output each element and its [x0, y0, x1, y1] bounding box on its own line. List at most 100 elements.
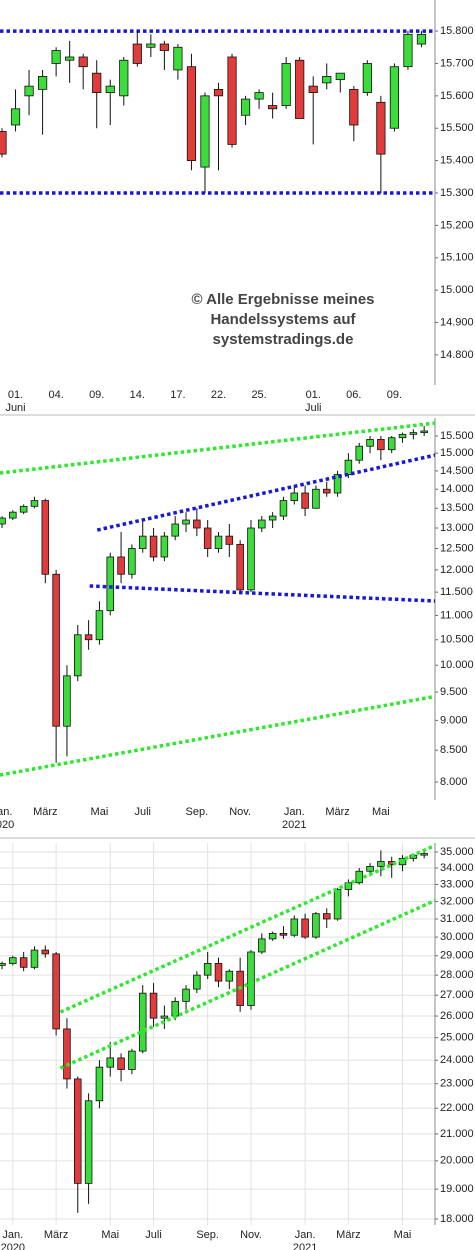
candle-body [106, 1057, 115, 1068]
candle-body [377, 861, 385, 867]
y-tick-label: 10.000 [440, 659, 474, 671]
x-tick-label: Jan. [2, 1229, 23, 1241]
y-tick-label: 32.000 [440, 895, 474, 907]
x-tick-label: Jan. [295, 1229, 316, 1241]
candle-body [74, 1078, 82, 1184]
candle-body [268, 105, 278, 110]
x-tick-label: 09. [387, 389, 402, 401]
candle-body [308, 85, 318, 94]
candle-body [366, 438, 374, 447]
x-tick-label: 04. [48, 389, 63, 401]
candle-body [203, 527, 212, 549]
x-tick-label: Nov. [240, 1229, 262, 1241]
y-tick-label: 11.500 [440, 586, 473, 598]
candle-body [171, 1000, 179, 1017]
x-tick-label: März [325, 806, 349, 818]
y-tick-label: 34.000 [440, 862, 474, 874]
x-tick-label: Sep. [196, 1229, 219, 1241]
candle-body [95, 610, 104, 641]
x-tick-label: 17. [170, 389, 185, 401]
candle-body [149, 992, 158, 1019]
candle-body [128, 1050, 136, 1070]
candle-body [74, 634, 82, 677]
y-tick-label: 23.000 [440, 1078, 474, 1090]
y-tick-label: 30.000 [440, 931, 474, 943]
candle-body [63, 1028, 71, 1080]
y-tick-label: 11.000 [440, 609, 473, 621]
candle-body [355, 870, 363, 884]
candle-body [376, 101, 386, 155]
candle-body [9, 511, 17, 519]
candle-body [355, 445, 363, 461]
x-tick-label: Juli [145, 1229, 162, 1241]
candle-body [377, 438, 385, 451]
y-tick-label: 18.000 [440, 1213, 474, 1225]
x-tick-label: März [336, 1229, 360, 1241]
candle-body [344, 882, 353, 890]
annotation: © Alle Ergebnisse meines [191, 291, 374, 308]
candle-body [117, 1057, 125, 1070]
y-tick-label: 33.000 [440, 878, 474, 890]
candle-body [333, 474, 342, 494]
y-tick-label: 10.500 [440, 634, 474, 646]
candle-body [366, 865, 374, 872]
y-tick-label: 15.400 [440, 155, 474, 167]
y-tick-label: 8.500 [440, 744, 468, 756]
y-tick-label: 19.000 [440, 1183, 474, 1195]
y-tick-label: 15.800 [440, 25, 474, 37]
y-tick-label: 15.600 [440, 90, 474, 102]
candle-body [160, 535, 169, 558]
y-tick-label: 35.000 [440, 846, 474, 858]
x-tick-sublabel: Juli [305, 402, 322, 414]
x-tick-label: 01. [306, 389, 321, 401]
candle-body [268, 933, 277, 940]
annotation: systemstradings.de [213, 331, 354, 348]
x-tick-label: Jan. [0, 806, 12, 818]
candle-body [0, 131, 7, 155]
candle-body [214, 535, 223, 549]
y-tick-label: 9.000 [440, 714, 468, 726]
candle-body [312, 488, 320, 509]
candle-body [290, 918, 299, 936]
candle-body [420, 853, 428, 856]
y-tick-label: 12.000 [440, 564, 474, 576]
candle-body [301, 918, 309, 938]
y-tick-label: 31.000 [440, 913, 474, 925]
chart-panel: 8.000 8.500 9.000 9.500 10.000 10.500 11.000 11… [0, 418, 474, 831]
candle-body [52, 953, 60, 1030]
x-tick-label: 25. [251, 389, 266, 401]
x-tick-label: 14. [130, 389, 145, 401]
candle-body [387, 437, 396, 451]
y-tick-label: 22.000 [440, 1102, 474, 1114]
candle-body [322, 488, 331, 494]
candle-body [119, 59, 129, 97]
annotation: Handelssystems auf [210, 311, 356, 328]
y-tick-label: 9.500 [440, 686, 468, 698]
candle-body [193, 519, 201, 529]
candle-body [132, 43, 142, 64]
candle-body [403, 33, 413, 68]
candle-body [95, 1066, 104, 1102]
candle-body [182, 988, 190, 1002]
candle-body [0, 963, 6, 966]
candle-body [322, 76, 332, 84]
trend-line [59, 898, 435, 1070]
y-tick-label: 13.500 [440, 502, 474, 514]
candle-body [409, 432, 418, 435]
y-tick-label: 15.200 [440, 219, 474, 231]
candle-body [30, 949, 39, 968]
y-tick-label: 15.000 [440, 284, 474, 296]
candle-body [84, 634, 93, 641]
trend-line [0, 694, 435, 777]
x-tick-label: Nov. [229, 806, 251, 818]
x-tick-label: 01. [8, 389, 23, 401]
candle-body [344, 459, 353, 475]
candle-body [193, 974, 201, 990]
candle-body [335, 72, 345, 81]
candle-body [333, 889, 342, 920]
candle-body [281, 63, 291, 106]
candle-body [200, 95, 210, 168]
y-tick-label: 15.700 [440, 57, 474, 69]
y-tick-label: 15.500 [440, 430, 474, 442]
y-tick-label: 13.000 [440, 522, 474, 534]
